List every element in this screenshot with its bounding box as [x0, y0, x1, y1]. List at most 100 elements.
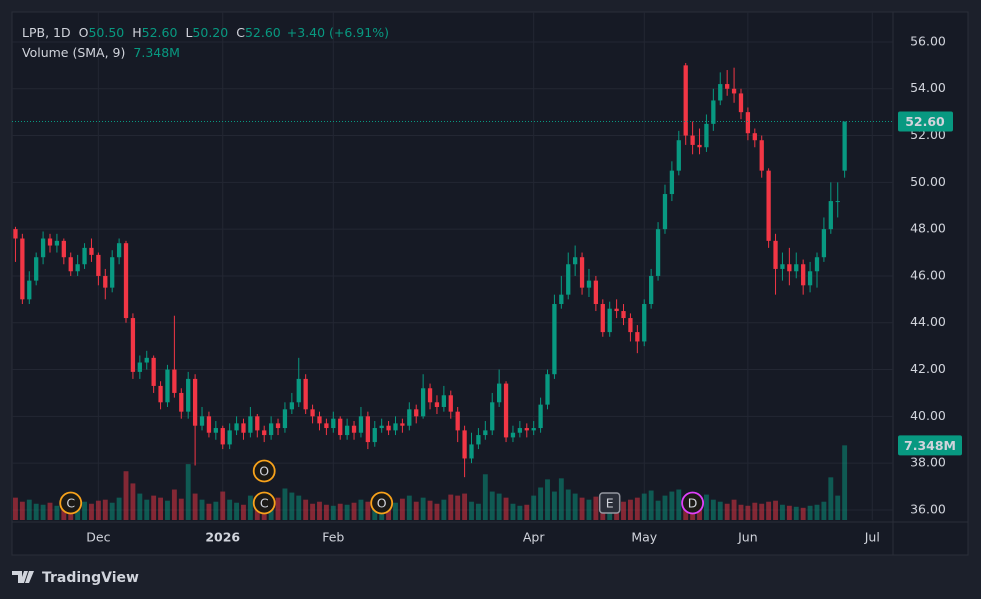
candle-body — [234, 423, 239, 431]
y-tick-label: 40.00 — [910, 408, 946, 423]
volume-bar — [351, 502, 357, 520]
volume-bar — [524, 504, 530, 520]
volume-bar — [786, 505, 792, 520]
volume-bar — [40, 504, 46, 520]
candle-body — [628, 318, 633, 333]
candle-body — [586, 280, 592, 288]
candle-body — [718, 84, 723, 101]
volume-badge-label: 7.348M — [904, 438, 956, 453]
volume-bar — [531, 495, 537, 520]
volume-bar — [503, 497, 509, 520]
candle-body — [116, 243, 122, 258]
candle-body — [725, 84, 730, 89]
candle-body — [227, 430, 232, 445]
x-tick-label: Jul — [864, 530, 880, 545]
candle-body — [393, 423, 398, 431]
volume-bar — [192, 493, 198, 520]
candle-body — [434, 402, 440, 407]
volume-bar — [627, 499, 633, 520]
candle-body — [303, 378, 308, 410]
candle-body — [241, 423, 246, 433]
volume-bar — [234, 502, 240, 520]
candle-body — [496, 383, 502, 403]
x-tick-label: May — [631, 530, 657, 545]
candle-body — [745, 112, 751, 134]
candle-body — [89, 247, 94, 255]
volume-bar — [538, 487, 544, 520]
volume-bar — [648, 490, 654, 520]
candle-body — [455, 411, 460, 431]
candle-body — [676, 140, 681, 171]
volume-bar — [621, 501, 626, 520]
candle-body — [814, 257, 820, 272]
candle-body — [697, 144, 702, 148]
volume-bar — [54, 505, 60, 520]
candle-body — [787, 264, 792, 272]
volume-name: Volume (SMA, 9) — [22, 45, 125, 60]
volume-bar — [241, 504, 246, 520]
candle-body — [690, 135, 695, 145]
candle-body — [268, 423, 274, 436]
candle-body — [179, 392, 184, 412]
candle-body — [61, 240, 66, 258]
volume-bar — [738, 504, 744, 520]
candle-body — [289, 402, 294, 410]
volume-bar — [130, 483, 136, 520]
volume-bar — [178, 498, 184, 520]
volume-bar — [579, 497, 585, 520]
volume-bar — [517, 505, 523, 520]
ohlc-value: 50.50 — [88, 25, 124, 40]
volume-bar — [745, 505, 751, 520]
candle-body — [344, 425, 350, 436]
candle-body — [801, 264, 806, 286]
volume-bar — [551, 491, 557, 520]
y-tick-label: 38.00 — [910, 455, 946, 470]
candle-body — [123, 243, 129, 319]
volume-bar — [676, 489, 682, 520]
candle-body — [655, 229, 661, 276]
candle-body — [510, 432, 516, 438]
volume-bar — [220, 491, 226, 520]
y-tick-label: 42.00 — [910, 361, 946, 376]
volume-bar — [828, 477, 834, 520]
chart-panel — [11, 11, 969, 556]
candle-body — [338, 418, 343, 436]
volume-bar — [800, 507, 806, 520]
price-badge — [898, 111, 953, 132]
volume-bar — [282, 488, 288, 520]
volume-bar — [572, 493, 578, 520]
ohlc-key: O — [79, 25, 89, 40]
volume-legend: Volume (SMA, 9) 7.348M — [22, 45, 180, 60]
x-tick-label: 2026 — [205, 530, 240, 545]
volume-bar — [565, 489, 571, 520]
volume-bar — [151, 495, 157, 520]
candle-body — [517, 428, 523, 433]
candle-body — [835, 201, 840, 203]
candle-body — [130, 318, 136, 372]
volume-bar — [171, 489, 177, 520]
volume-bar — [766, 501, 772, 520]
event-marker — [252, 459, 276, 483]
candle-body — [213, 428, 218, 433]
event-marker — [59, 491, 83, 515]
candle-body — [448, 395, 453, 412]
ohlc-key: L — [185, 25, 192, 40]
candle-body — [199, 416, 205, 426]
volume-bar — [247, 495, 253, 520]
candle-body — [379, 425, 384, 429]
candle-body — [158, 385, 163, 403]
volume-bar — [710, 499, 716, 520]
volume-bar — [669, 491, 675, 520]
volume-bar — [330, 505, 336, 520]
candle-body — [255, 416, 260, 431]
volume-bar — [752, 502, 758, 520]
candle-body — [206, 416, 212, 433]
event-marker — [252, 491, 276, 515]
candle-body — [151, 357, 156, 386]
volume-bar — [703, 494, 709, 520]
candle-body — [828, 201, 833, 230]
volume-bar — [489, 491, 495, 520]
candle-body — [607, 308, 612, 333]
volume-bar — [842, 445, 848, 520]
volume-bar — [365, 501, 371, 520]
